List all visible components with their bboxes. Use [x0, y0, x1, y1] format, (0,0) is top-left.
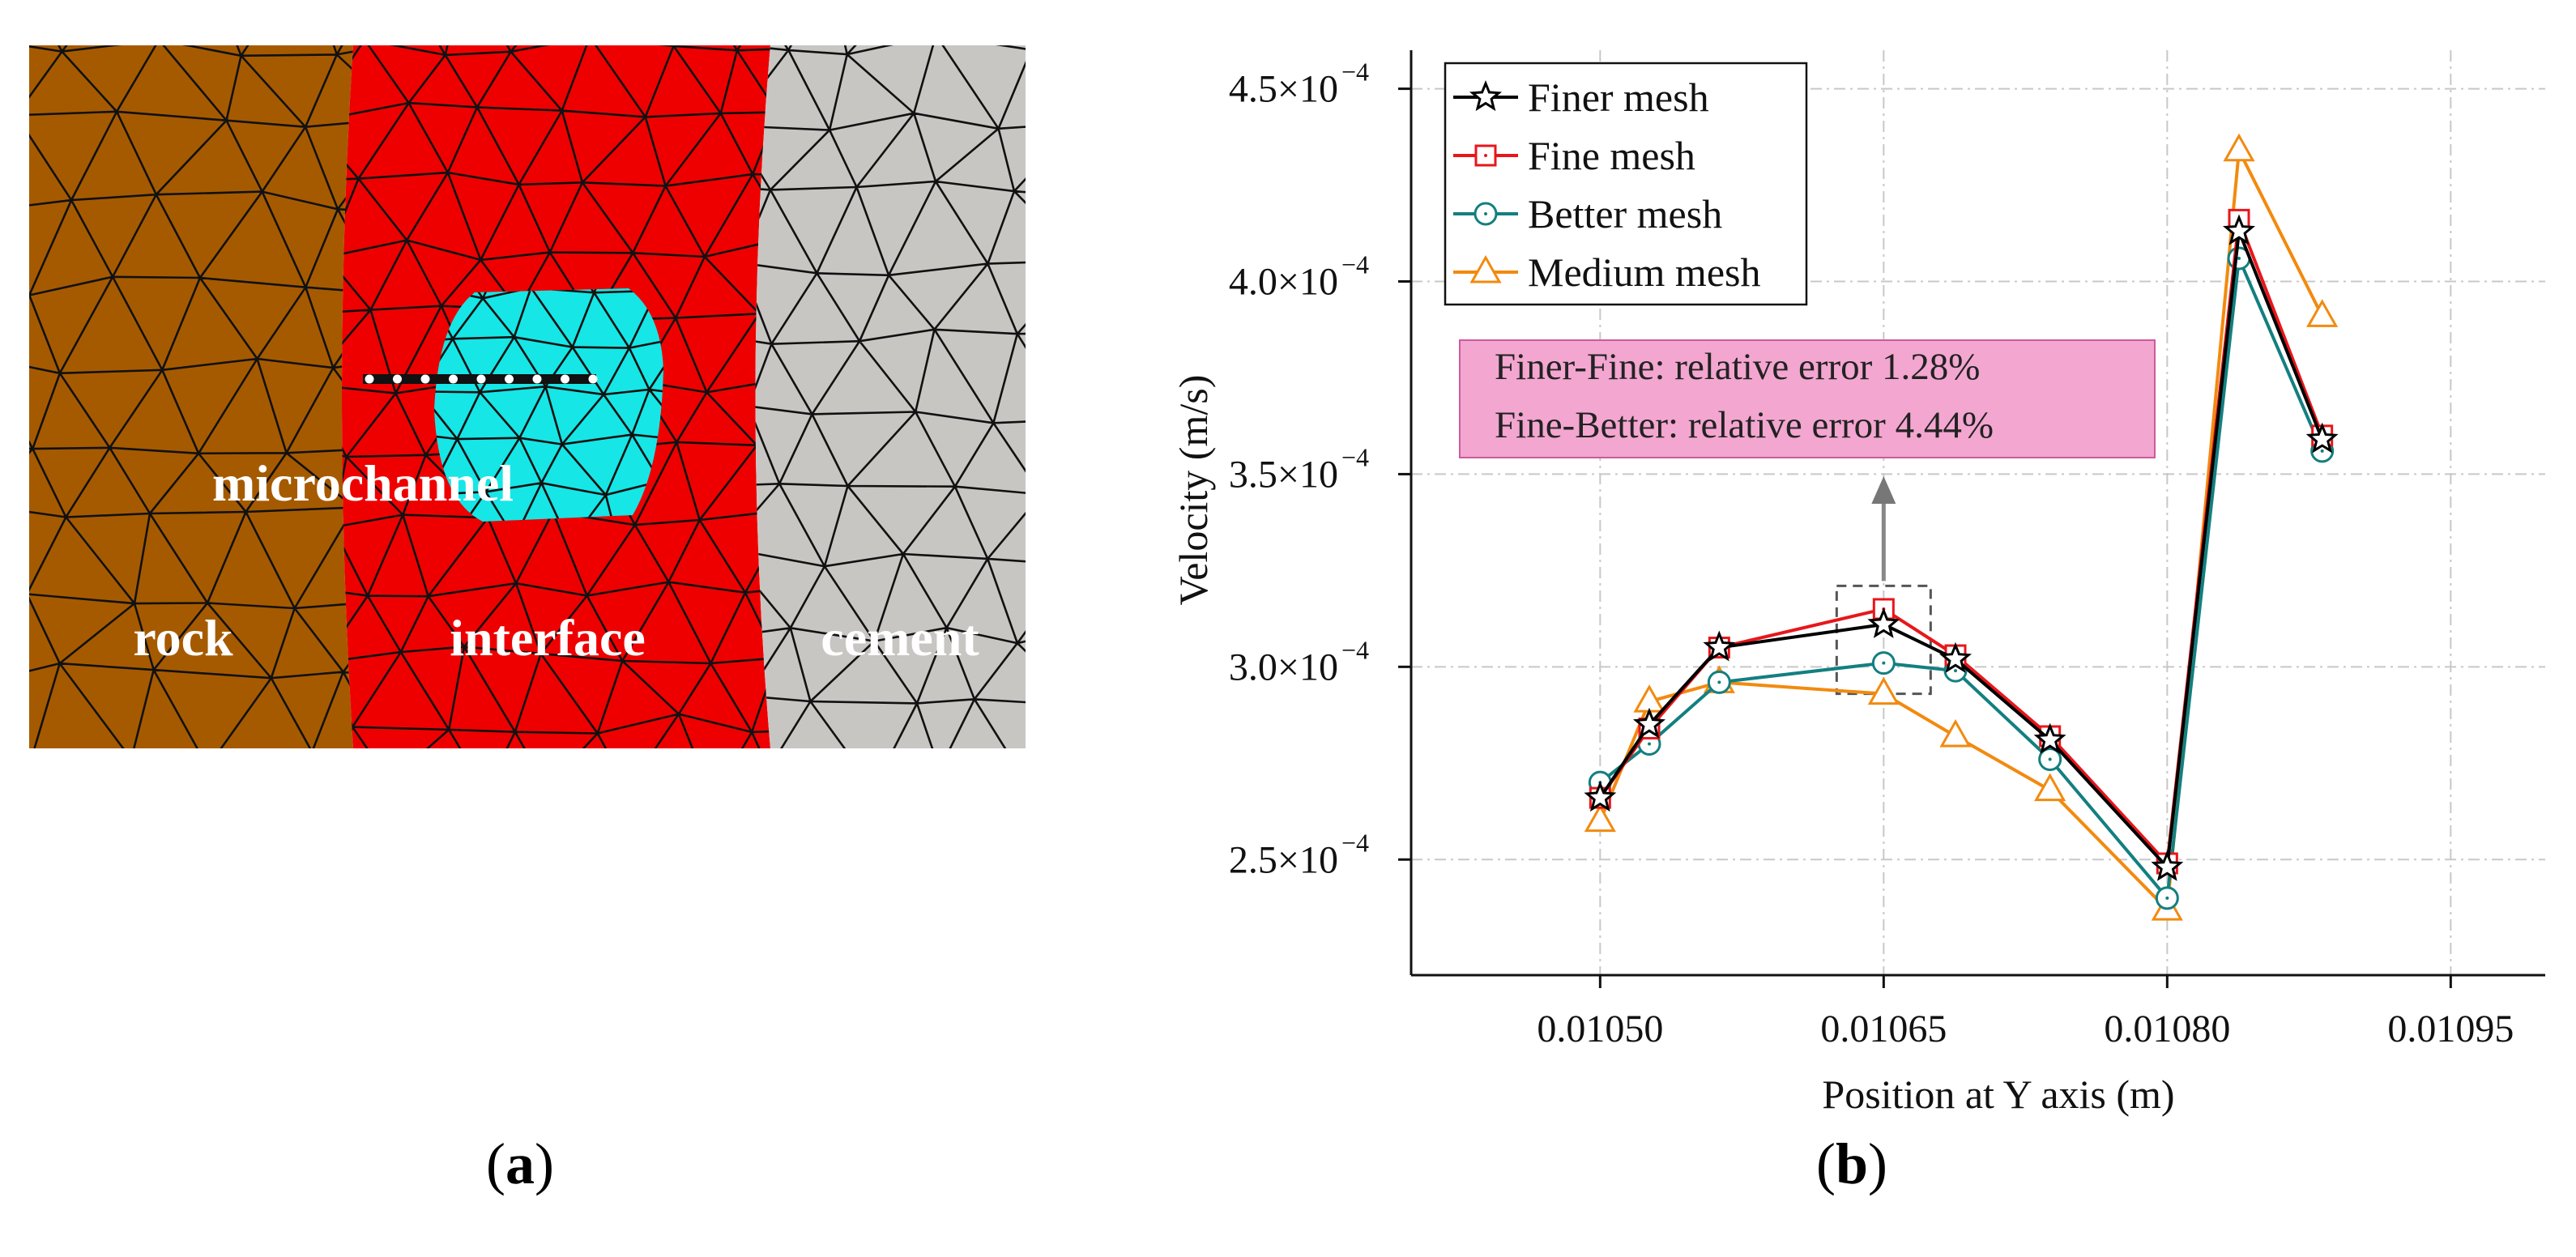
data-point [1938, 641, 1973, 673]
data-point [2151, 850, 2184, 881]
series-finer-mesh [1584, 214, 2339, 881]
legend-item: Fine mesh [1453, 133, 1695, 178]
y-tick-label: 4.5×10 [1229, 68, 1338, 111]
data-point [1584, 781, 1617, 812]
series-better-mesh [1588, 246, 2335, 910]
data-point [1867, 607, 1900, 638]
annotation-box [1459, 339, 2156, 458]
legend-marker [1469, 79, 1503, 112]
legend-marker [1469, 254, 1502, 283]
legend-label: Fine mesh [1528, 133, 1695, 178]
series-medium-mesh [1584, 133, 2339, 921]
y-tick-label: 2.5×10 [1229, 838, 1338, 881]
y-tick-label: 3.0×10 [1229, 646, 1338, 688]
y-tick-exponent: −4 [1341, 442, 1369, 471]
legend-frame [1444, 62, 1808, 306]
legend-item: Medium mesh [1453, 249, 1760, 295]
annotation: Finer-Fine: relative error 1.28% Fine-Be… [1495, 346, 1994, 446]
series-group [1584, 133, 2339, 921]
data-point [2223, 133, 2255, 162]
microchannel-label: microchannel [212, 454, 514, 512]
x-tick-label: 0.01065 [1820, 1008, 1947, 1050]
annotation-arrow-head [1871, 476, 1896, 504]
y-tick-exponent: −4 [1341, 250, 1369, 279]
data-point [1584, 803, 1616, 833]
series-line [1598, 219, 2324, 867]
data-point [1703, 630, 1736, 662]
annotation-line-finer-fine: Finer-Fine: relative error 1.28% [1495, 346, 1980, 388]
panel-b-label: (b) [1816, 1131, 1888, 1196]
interface-label: interface [450, 609, 646, 667]
x-tick-label: 0.01080 [2104, 1008, 2230, 1050]
data-point [1632, 707, 1666, 739]
mesh-diagram: microchannel rock interface cement [29, 45, 1026, 748]
legend-item: Better mesh [1453, 191, 1722, 236]
legend-label: Medium mesh [1528, 249, 1760, 295]
series-line [1598, 230, 2324, 871]
data-point [2306, 299, 2339, 327]
series-fine-mesh [1589, 208, 2334, 875]
data-point [2222, 214, 2256, 245]
y-tick-label: 3.5×10 [1229, 453, 1338, 496]
annotation-line-fine-better: Fine-Better: relative error 4.44% [1495, 404, 1994, 446]
data-point [2305, 422, 2339, 454]
data-point [2033, 722, 2066, 754]
x-axis-label: Position at Y axis (m) [1822, 1072, 2174, 1117]
y-tick-exponent: −4 [1341, 828, 1369, 857]
mesh-figure: microchannel rock interface cement [29, 45, 1026, 748]
sample-line [363, 374, 598, 384]
y-tick-label: 4.0×10 [1229, 261, 1338, 304]
y-tick-exponent: −4 [1341, 635, 1369, 664]
y-tick-exponent: −4 [1341, 58, 1369, 87]
panel-a-label: (a) [486, 1131, 554, 1196]
data-point [2034, 773, 2066, 802]
x-tick-label: 0.01050 [1537, 1008, 1663, 1050]
data-point [1939, 718, 1972, 748]
x-tick-label: 0.01095 [2387, 1008, 2514, 1050]
cement-label: cement [821, 609, 979, 667]
y-axis-label: Velocity (m/s) [1171, 375, 1216, 606]
axes [1398, 50, 2545, 988]
legend-item: Finer mesh [1453, 75, 1709, 120]
legend-marker [1474, 144, 1497, 167]
rock-label: rock [133, 609, 233, 667]
legend-label: Better mesh [1528, 191, 1722, 236]
data-point [1867, 676, 1900, 705]
legend: Finer mesh Fine mesh Better mesh Medium mes… [1444, 62, 1808, 306]
legend-label: Finer mesh [1528, 75, 1709, 120]
